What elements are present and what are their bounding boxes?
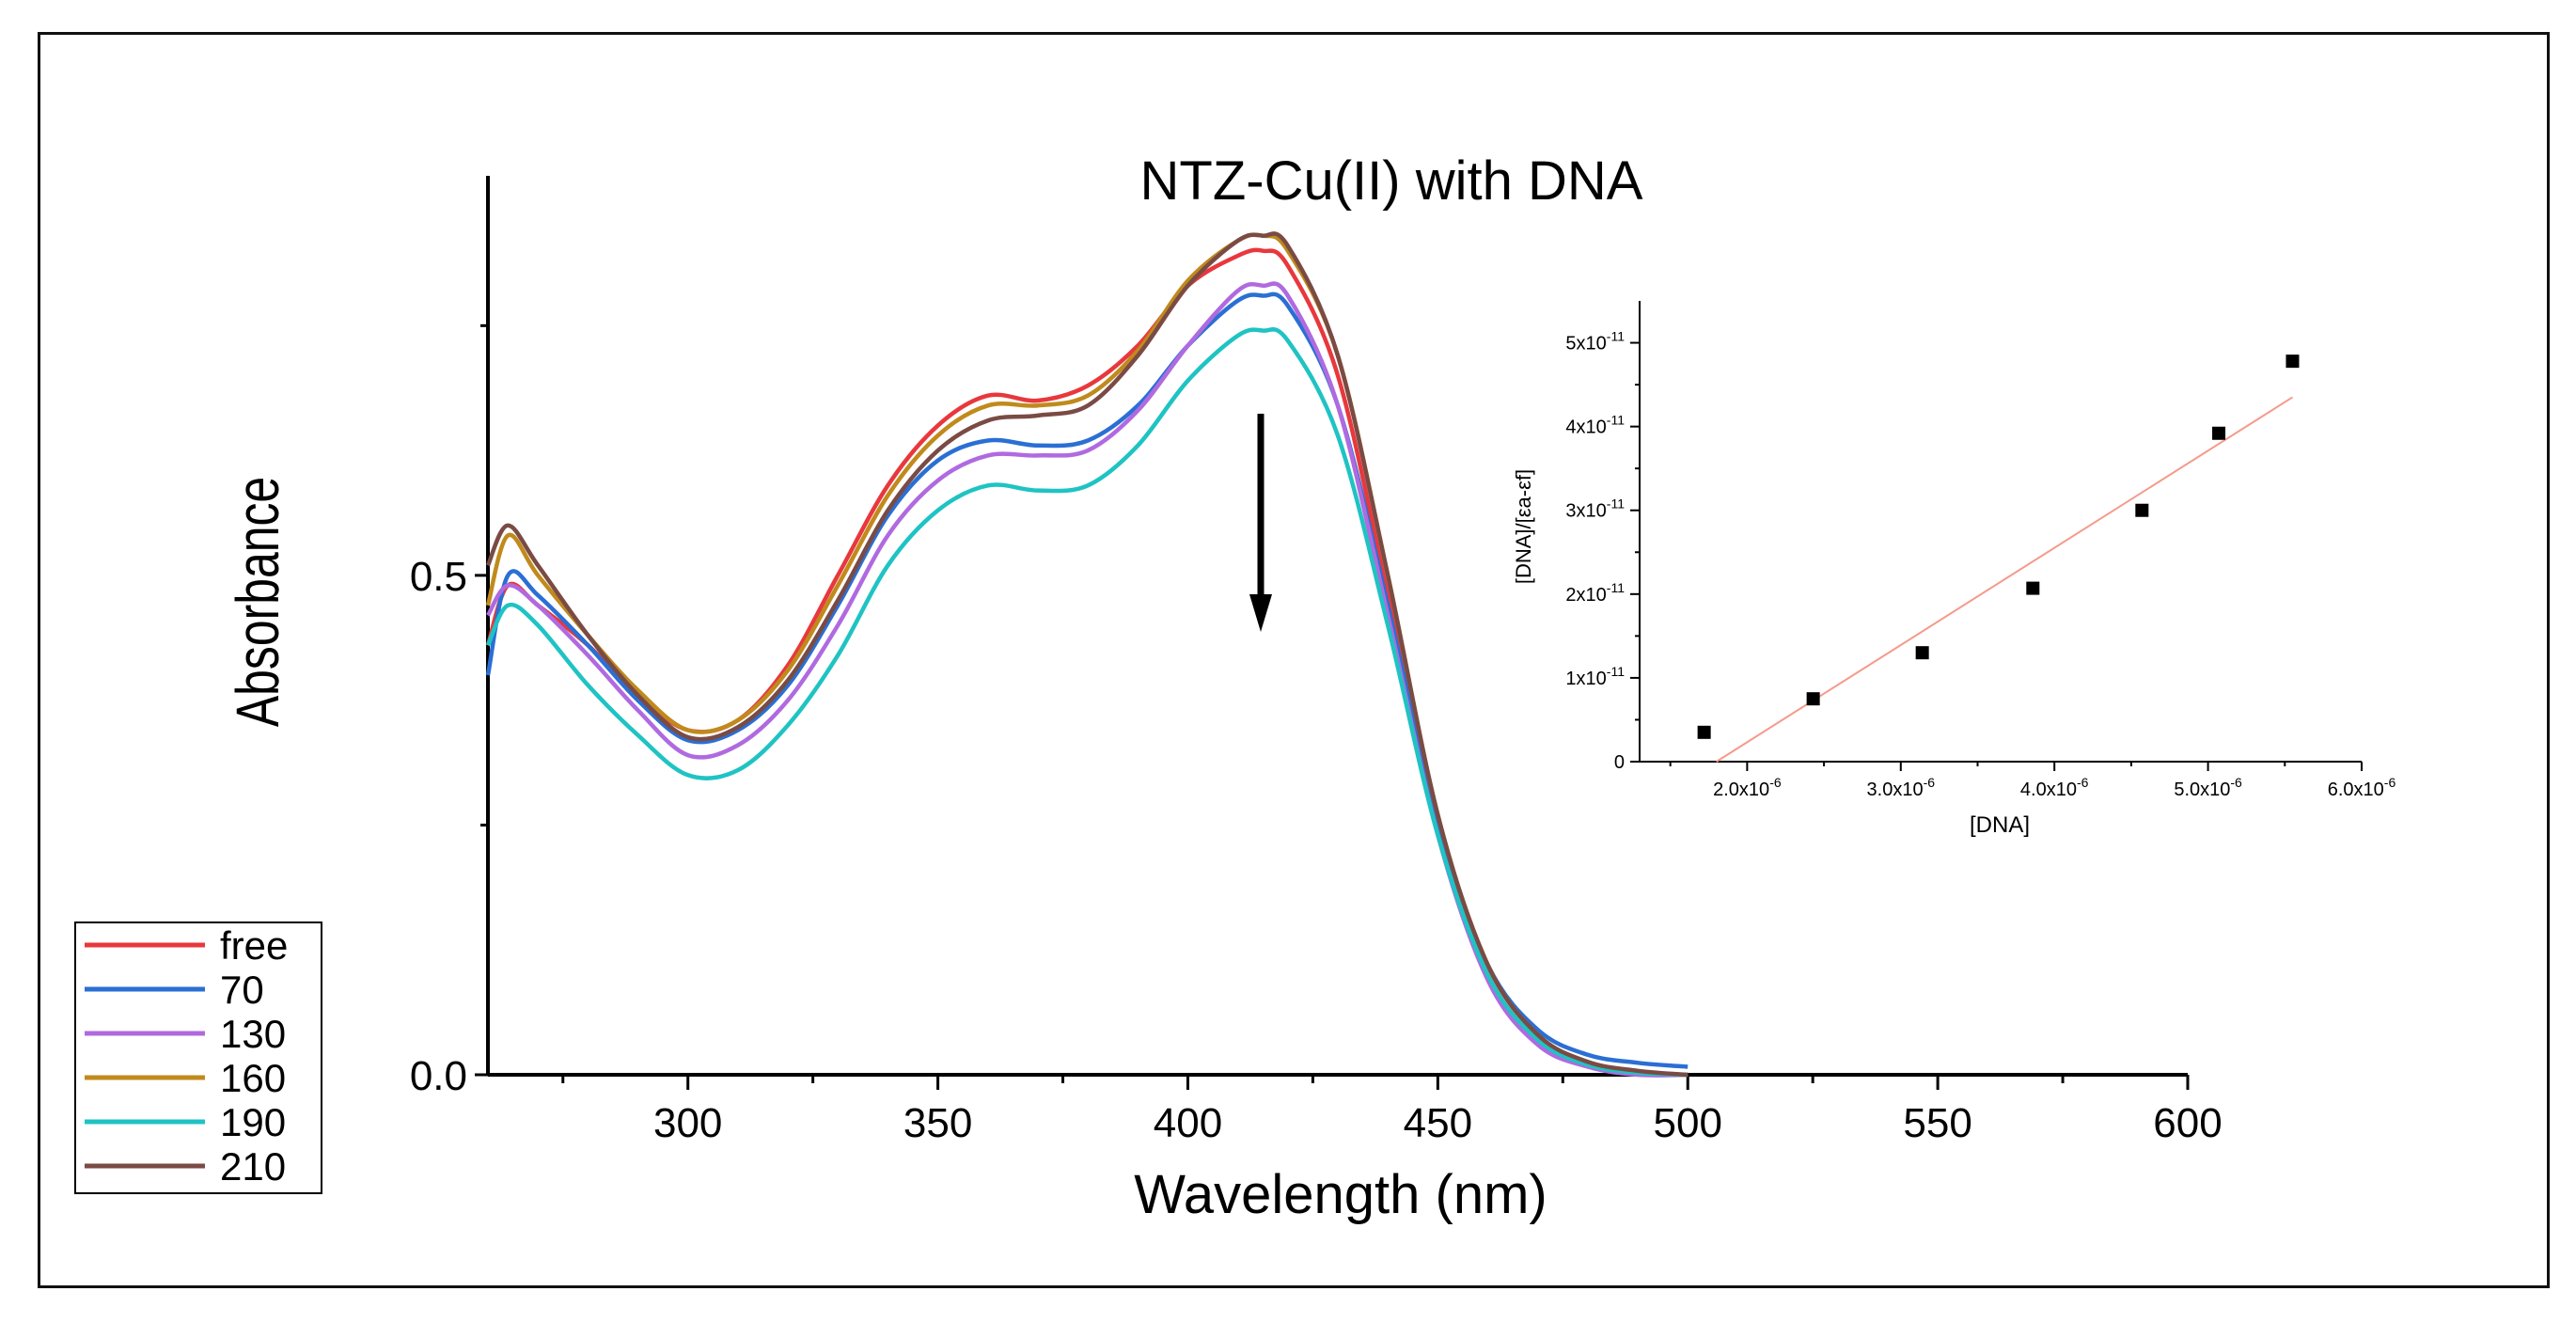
inset-x-tick-label: 6.0x10-6 bbox=[2328, 775, 2396, 800]
legend-label: free bbox=[220, 923, 288, 968]
y-tick-label: 0.0 bbox=[410, 1053, 467, 1099]
fit-line bbox=[1716, 396, 2294, 763]
x-tick-label: 500 bbox=[1654, 1100, 1722, 1146]
x-tick-label: 400 bbox=[1154, 1100, 1222, 1146]
legend-label: 190 bbox=[220, 1100, 286, 1144]
inset-y-tick-label: 2x10-11 bbox=[1565, 580, 1625, 606]
series-line-130 bbox=[486, 281, 1689, 1078]
series-line-free bbox=[485, 247, 1689, 1078]
scatter-point bbox=[2135, 503, 2149, 517]
x-tick-label: 300 bbox=[653, 1100, 722, 1146]
inset-y-tick-label: 3x10-11 bbox=[1565, 496, 1625, 522]
figure-frame bbox=[38, 32, 2550, 1288]
x-tick-label: 450 bbox=[1404, 1100, 1472, 1146]
series-line-190 bbox=[485, 327, 1689, 1078]
legend-label: 70 bbox=[220, 968, 264, 1012]
series-line-160 bbox=[485, 232, 1689, 1078]
inset-y-axis-title: [DNA]/[εa-εf] bbox=[1512, 469, 1535, 584]
inset-x-tick-label: 2.0x10-6 bbox=[1713, 775, 1782, 800]
x-tick-label: 350 bbox=[903, 1100, 972, 1146]
legend-label: 210 bbox=[220, 1144, 286, 1189]
inset-y-tick-label: 0 bbox=[1614, 752, 1625, 773]
chart-title: NTZ-Cu(II) with DNA bbox=[1140, 150, 1643, 212]
x-ticks: 300 350 400 450 500 550 600 bbox=[561, 1075, 2223, 1146]
scatter-point bbox=[1697, 725, 1711, 739]
down-arrow bbox=[1249, 414, 1272, 632]
scatter-point bbox=[1806, 692, 1820, 706]
inset-y-tick-label: 5x10-11 bbox=[1565, 329, 1625, 354]
inset-fit-line bbox=[1716, 396, 2294, 763]
inset-points bbox=[1697, 354, 2300, 739]
legend-box bbox=[74, 921, 322, 1194]
main-chart: NTZ-Cu(II) with DNA Absorbance Wavelengt… bbox=[74, 150, 2223, 1225]
legend-label: 130 bbox=[220, 1012, 286, 1056]
inset-y-ticks: 0 1x10-11 2x10-11 3x10-11 4x10-11 5x10-11 bbox=[1565, 329, 1640, 773]
inset-chart: 0 1x10-11 2x10-11 3x10-11 4x10-11 5x10-11 2.0… bbox=[1512, 301, 2395, 838]
inset-x-tick-label: 5.0x10-6 bbox=[2174, 775, 2242, 800]
series-line-210 bbox=[485, 231, 1689, 1078]
x-tick-label: 600 bbox=[2153, 1100, 2222, 1146]
scatter-point bbox=[1915, 646, 1929, 660]
x-axis-title: Wavelength (nm) bbox=[1134, 1164, 1547, 1225]
y-tick-label: 0.5 bbox=[410, 554, 467, 600]
scatter-point bbox=[2212, 426, 2226, 440]
y-axis-title: Absorbance bbox=[225, 477, 291, 727]
legend-label: 160 bbox=[220, 1056, 286, 1100]
series-lines bbox=[485, 231, 1689, 1078]
x-tick-label: 550 bbox=[1903, 1100, 1971, 1146]
scatter-point bbox=[2026, 581, 2040, 595]
y-ticks: 0.0 0.5 bbox=[410, 323, 488, 1099]
series-line-70 bbox=[485, 291, 1689, 1069]
inset-x-tick-label: 4.0x10-6 bbox=[2020, 775, 2089, 800]
inset-y-tick-label: 1x10-11 bbox=[1565, 664, 1625, 689]
inset-x-ticks: 2.0x10-6 3.0x10-6 4.0x10-6 5.0x10-6 6.0x10-6 bbox=[1669, 762, 2396, 800]
inset-x-axis-title: [DNA] bbox=[1970, 812, 2030, 838]
scatter-point bbox=[2285, 354, 2300, 369]
inset-y-tick-label: 4x10-11 bbox=[1565, 413, 1625, 438]
inset-x-tick-label: 3.0x10-6 bbox=[1867, 775, 1936, 800]
